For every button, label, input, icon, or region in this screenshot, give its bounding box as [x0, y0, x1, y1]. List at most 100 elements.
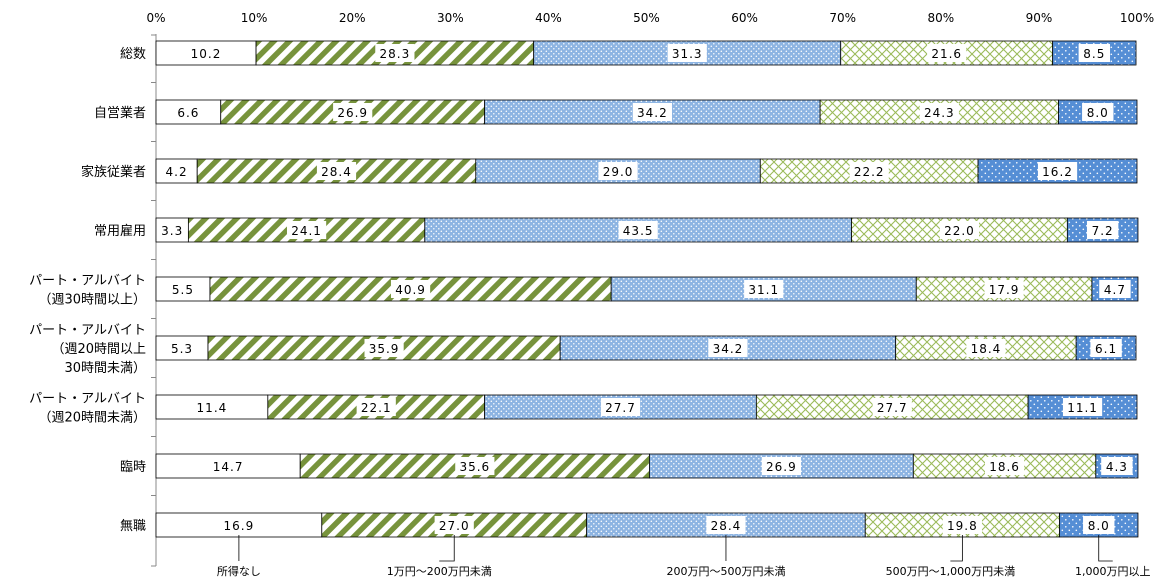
- data-label-bg: [364, 339, 404, 357]
- data-label: 28.4: [321, 165, 352, 179]
- x-tick-label: 100%: [1120, 11, 1154, 25]
- data-label: 35.6: [459, 460, 490, 474]
- legend-leader-line: [439, 535, 455, 562]
- data-label-bg: [455, 457, 495, 475]
- data-label: 5.3: [171, 342, 193, 356]
- data-label: 16.2: [1042, 165, 1073, 179]
- data-label: 43.5: [623, 224, 654, 238]
- data-label: 34.2: [637, 106, 668, 120]
- x-tick-label: 30%: [437, 11, 464, 25]
- data-label: 18.6: [989, 460, 1020, 474]
- legend-leader-line: [950, 535, 963, 562]
- data-label: 27.7: [605, 401, 636, 415]
- data-label-bg: [192, 398, 232, 416]
- data-label-bg: [849, 162, 889, 180]
- data-label-bg: [942, 516, 982, 534]
- legend-label: 500万円～1,000万円未満: [886, 565, 1016, 578]
- category-label: 総数: [120, 47, 146, 62]
- data-label: 16.9: [224, 519, 255, 533]
- data-label-bg: [744, 280, 784, 298]
- data-label: 26.9: [766, 460, 797, 474]
- data-label: 11.4: [197, 401, 228, 415]
- data-label: 22.0: [944, 224, 975, 238]
- data-label-bg: [186, 44, 226, 62]
- legend-label: 200万円～500万円未満: [666, 565, 785, 578]
- data-label: 6.6: [177, 106, 199, 120]
- data-label-bg: [375, 44, 415, 62]
- data-label-bg: [939, 221, 980, 239]
- data-label-bg: [167, 280, 199, 298]
- data-label: 28.4: [711, 519, 742, 533]
- category-label: （週20時間未満）: [38, 411, 146, 426]
- data-label: 17.9: [989, 283, 1020, 297]
- data-label: 24.3: [924, 106, 955, 120]
- data-label-bg: [927, 44, 967, 62]
- category-label: （週20時間以上: [51, 342, 146, 357]
- data-label-bg: [172, 103, 205, 121]
- data-label-bg: [356, 398, 396, 416]
- data-label: 27.7: [877, 401, 908, 415]
- category-label: 自営業者: [94, 105, 146, 121]
- data-label-bg: [208, 457, 248, 475]
- data-label-bg: [761, 457, 801, 475]
- data-label: 21.6: [931, 47, 962, 61]
- data-label: 4.7: [1104, 283, 1126, 297]
- data-label: 28.3: [380, 47, 411, 61]
- legend-leader-line: [1098, 535, 1113, 562]
- data-label-bg: [434, 516, 474, 534]
- data-label: 18.4: [971, 342, 1002, 356]
- x-tick-label: 40%: [535, 11, 562, 25]
- data-label: 11.1: [1067, 401, 1098, 415]
- category-label: 臨時: [120, 460, 146, 475]
- data-label: 8.0: [1087, 106, 1109, 120]
- data-label: 31.3: [672, 47, 703, 61]
- data-label-bg: [984, 280, 1024, 298]
- data-label: 31.1: [748, 283, 779, 297]
- data-label-bg: [598, 162, 638, 180]
- data-label-bg: [600, 398, 641, 416]
- data-label: 3.3: [161, 224, 183, 238]
- data-label: 24.1: [291, 224, 322, 238]
- category-label: 無職: [120, 519, 146, 534]
- data-label: 7.2: [1092, 224, 1114, 238]
- x-tick-label: 80%: [927, 11, 954, 25]
- plot-area: 10.2 28.3 31.3 21.6 8.5 6.6 26.9 34.2 24.3 8.0 4.2…: [155, 40, 1139, 538]
- data-label: 22.2: [854, 165, 885, 179]
- data-label-bg: [316, 162, 357, 180]
- x-tick-label: 70%: [829, 11, 856, 25]
- data-label: 27.0: [439, 519, 470, 533]
- x-tick-label: 10%: [241, 11, 268, 25]
- x-tick-label: 50%: [633, 11, 660, 25]
- category-label: パート・アルバイト: [29, 392, 146, 407]
- legend: 所得なし 1万円～200万円未満 200万円～500万円未満 500万円～1,000万…: [217, 535, 1150, 578]
- category-label: 30時間未満）: [64, 361, 146, 376]
- data-label: 40.9: [395, 283, 426, 297]
- data-label-bg: [1037, 162, 1078, 180]
- data-label: 26.9: [337, 106, 368, 120]
- x-tick-label: 60%: [731, 11, 758, 25]
- category-label: （週30時間以上）: [38, 293, 146, 308]
- data-label-bg: [1101, 457, 1133, 475]
- data-label: 35.9: [369, 342, 400, 356]
- data-label: 8.5: [1083, 47, 1105, 61]
- data-label-bg: [1062, 398, 1103, 416]
- data-label: 34.2: [713, 342, 744, 356]
- data-label: 8.0: [1088, 519, 1110, 533]
- data-label-bg: [286, 221, 327, 239]
- data-label-bg: [984, 457, 1025, 475]
- data-label: 22.1: [361, 401, 392, 415]
- category-label: 常用雇用: [94, 223, 146, 239]
- category-label: パート・アルバイト: [29, 274, 146, 289]
- category-label: 家族従業者: [81, 164, 146, 180]
- x-tick-label: 0%: [146, 11, 165, 25]
- data-label: 19.8: [947, 519, 978, 533]
- data-label-bg: [706, 516, 746, 534]
- x-tick-label: 20%: [339, 11, 366, 25]
- data-label-bg: [219, 516, 259, 534]
- data-label-bg: [156, 221, 188, 239]
- legend-label: 所得なし: [217, 565, 261, 578]
- data-label-bg: [919, 103, 959, 121]
- data-label-bg: [1099, 280, 1131, 298]
- data-label: 6.1: [1095, 342, 1117, 356]
